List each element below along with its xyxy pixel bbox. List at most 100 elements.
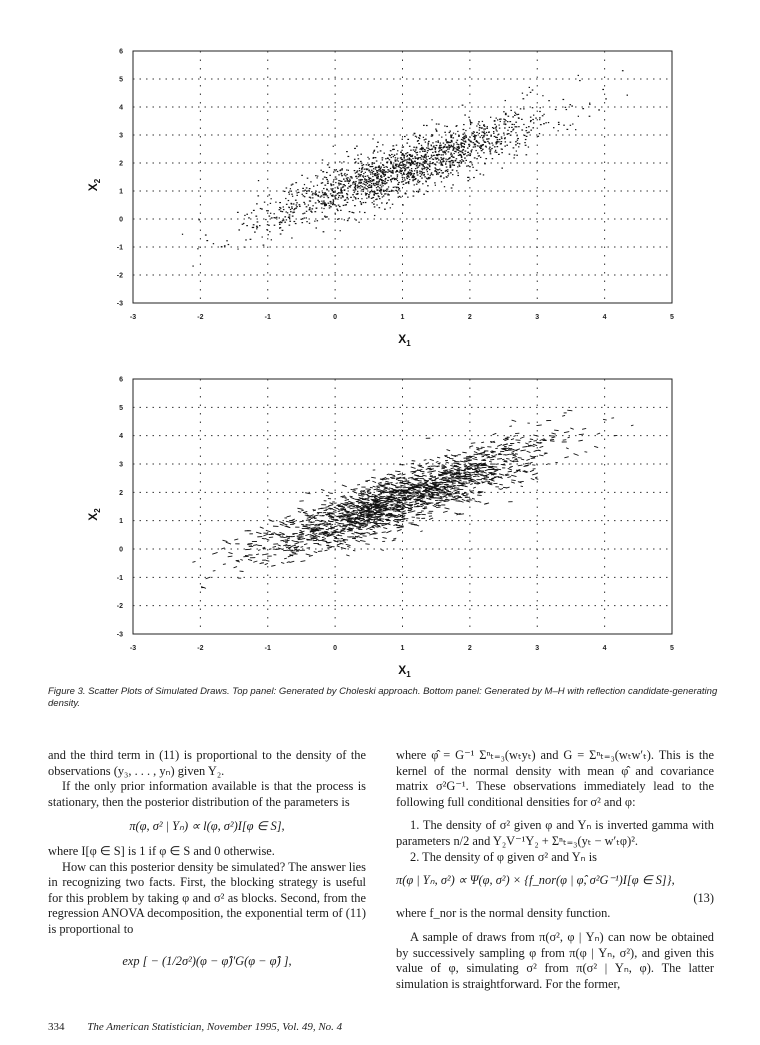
data-point [573,453,579,456]
data-point [490,440,496,443]
data-point [322,218,324,220]
data-point [312,532,316,535]
data-point [281,533,286,536]
data-point [384,174,386,176]
data-point [412,149,415,151]
data-point [323,200,325,202]
data-point [502,437,509,441]
data-point [336,534,340,536]
data-point [489,150,491,152]
data-point [370,185,373,187]
data-point [372,175,374,178]
data-point [405,159,408,161]
data-point [307,204,310,206]
data-point [390,160,392,162]
data-point [525,126,528,129]
data-point [417,499,421,501]
data-point [469,445,474,448]
data-point [254,231,256,233]
data-point [344,185,347,187]
data-point [424,150,427,152]
data-point [428,178,430,180]
data-point [326,195,329,197]
data-point [288,191,290,193]
data-point [362,164,365,166]
data-point [286,212,289,214]
data-point [283,549,288,552]
data-point [432,142,434,144]
data-point [363,187,365,189]
data-point [517,137,519,140]
data-point [370,518,376,521]
data-point [530,457,536,459]
data-point [429,177,431,179]
data-point [395,165,398,167]
x-tick-label: -1 [265,645,271,652]
data-point [432,151,434,154]
data-point [528,126,530,128]
data-point [377,493,383,496]
data-point [439,168,441,170]
x-tick-label: -3 [130,645,136,652]
data-point [349,176,352,178]
data-point [406,142,409,144]
data-point [413,184,415,186]
data-point [290,190,293,192]
data-point [397,165,399,168]
data-point [459,460,465,463]
y-tick-label: 2 [119,161,123,168]
data-point [407,476,414,479]
data-point [280,562,285,564]
data-point [282,523,288,526]
data-point [385,166,387,168]
data-point [440,146,442,149]
data-point [455,158,458,160]
data-point [283,543,288,547]
data-point [268,536,274,538]
data-point [250,212,253,214]
data-point [539,124,542,126]
data-point [387,171,389,173]
data-point [404,169,407,171]
data-point [407,158,409,160]
data-point [450,454,457,458]
data-point [384,173,387,175]
data-point [464,157,466,159]
data-point [474,144,477,146]
data-point [382,170,384,173]
data-point [290,203,293,205]
data-point [562,414,566,417]
data-point [343,516,348,518]
data-point [375,524,381,527]
data-point [353,196,355,198]
data-point [368,193,370,196]
data-point [379,178,382,181]
data-point [309,200,312,202]
data-point [450,488,453,490]
data-point [334,537,340,540]
data-point [346,201,349,204]
data-point [410,162,412,164]
data-point [347,528,353,532]
data-point [427,142,430,144]
data-point [422,474,427,477]
data-point [509,121,512,123]
data-point [503,121,506,123]
data-point [396,179,399,182]
data-point [378,515,384,517]
data-point [324,215,326,217]
data-point [451,164,454,166]
data-point [396,516,402,518]
y-tick-label: 4 [119,105,123,112]
data-point [236,211,239,213]
data-point [353,158,356,160]
data-point [508,126,511,129]
data-point [516,142,519,144]
data-point [497,153,500,155]
data-point [478,142,480,144]
data-point [442,151,444,153]
data-point [373,214,376,217]
data-point [396,501,401,504]
data-point [376,170,378,172]
